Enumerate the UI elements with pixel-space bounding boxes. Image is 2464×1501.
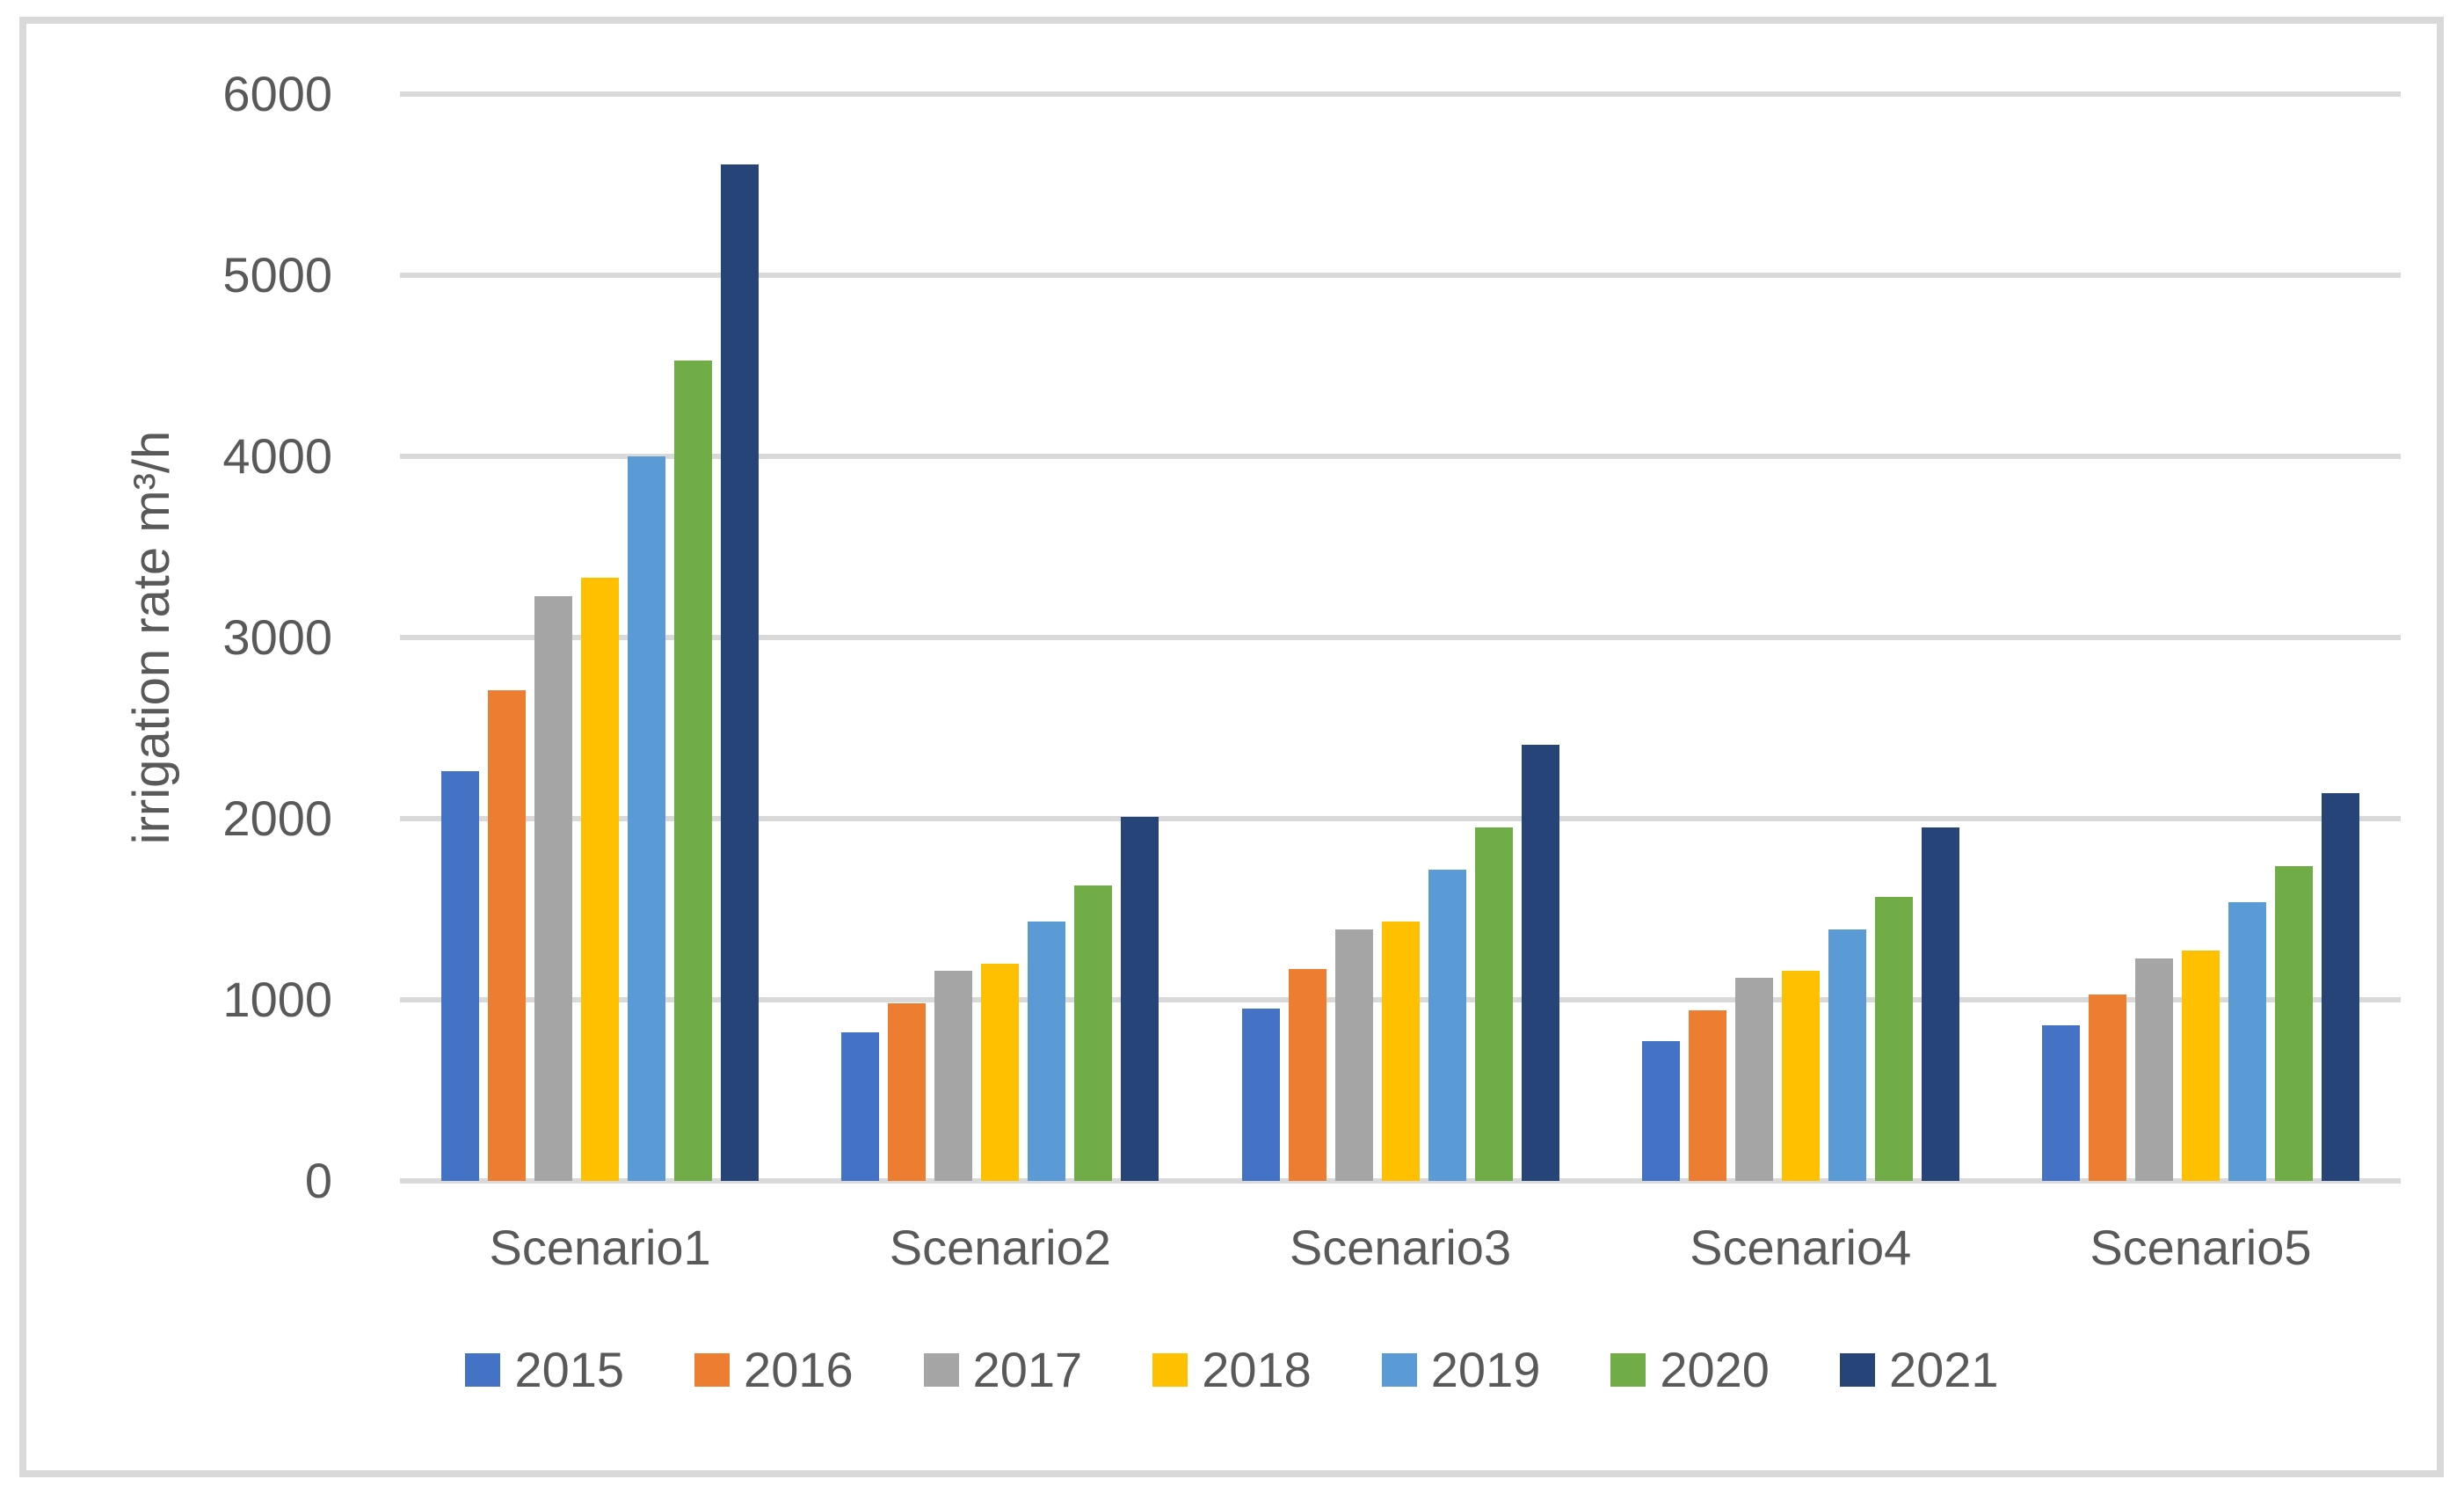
bar-2019-scenario2 <box>1028 922 1066 1181</box>
y-tick-label-2000: 2000 <box>222 791 332 846</box>
x-label-scenario4: Scenario4 <box>1690 1220 1912 1275</box>
bar-2017-scenario3 <box>1334 929 1373 1181</box>
bar-2015-scenario4 <box>1641 1041 1680 1181</box>
y-tick-label-3000: 3000 <box>222 609 332 665</box>
bar-2020-scenario1 <box>674 360 713 1181</box>
legend-marker-icon <box>1152 1353 1188 1387</box>
gridline-5000 <box>400 273 2401 278</box>
bar-2015-scenario2 <box>841 1032 880 1181</box>
bar-2016-scenario5 <box>2088 994 2126 1181</box>
legend-label: 2021 <box>1888 1342 1999 1397</box>
x-label-scenario5: Scenario5 <box>2090 1220 2312 1275</box>
bar-2021-scenario1 <box>721 164 760 1181</box>
bar-2015-scenario1 <box>441 771 480 1181</box>
x-label-scenario2: Scenario2 <box>889 1220 1111 1275</box>
bar-2019-scenario5 <box>2228 901 2266 1181</box>
x-label-scenario1: Scenario1 <box>489 1220 711 1275</box>
bar-2015-scenario3 <box>1241 1009 1280 1181</box>
bar-2020-scenario2 <box>1074 885 1113 1181</box>
legend-item-2019: 2019 <box>1381 1342 1541 1397</box>
gridline-2000 <box>400 816 2401 821</box>
legend: 2015 2016 2017 2018 2019 2020 2021 <box>0 1345 2464 1395</box>
bar-2020-scenario5 <box>2274 865 2313 1181</box>
gridline-6000 <box>400 91 2401 97</box>
legend-marker-icon <box>1381 1353 1417 1387</box>
bar-2017-scenario5 <box>2134 958 2173 1181</box>
bar-2019-scenario4 <box>1828 929 1866 1181</box>
legend-label: 2016 <box>744 1342 854 1397</box>
bar-2017-scenario1 <box>534 595 573 1181</box>
legend-item-2017: 2017 <box>923 1342 1083 1397</box>
y-tick-label-1000: 1000 <box>222 972 332 1027</box>
bar-group-scenario4 <box>1601 94 2001 1181</box>
bar-2015-scenario5 <box>2041 1024 2080 1181</box>
bar-2019-scenario1 <box>628 456 666 1181</box>
legend-item-2020: 2020 <box>1610 1345 1770 1395</box>
bar-2016-scenario2 <box>888 1003 927 1181</box>
bar-2020-scenario3 <box>1474 827 1513 1181</box>
bar-2018-scenario1 <box>581 578 620 1181</box>
bar-2019-scenario3 <box>1428 869 1466 1181</box>
y-axis-tick-labels: 6000 5000 4000 3000 2000 1000 0 <box>0 69 364 1206</box>
y-tick-label-5000: 5000 <box>222 247 332 302</box>
legend-label: 2017 <box>972 1342 1083 1397</box>
gridline-4000 <box>400 454 2401 459</box>
legend-marker-icon <box>1610 1353 1646 1387</box>
bar-2021-scenario3 <box>1521 744 1559 1181</box>
bar-groups <box>400 94 2401 1181</box>
legend-marker-icon <box>923 1353 959 1387</box>
legend-marker-icon <box>1839 1353 1875 1387</box>
legend-label: 2020 <box>1660 1342 1770 1397</box>
bar-2017-scenario4 <box>1734 978 1773 1181</box>
y-tick-label-0: 0 <box>304 1153 332 1208</box>
bar-group-scenario5 <box>2001 94 2401 1181</box>
bar-group-scenario2 <box>800 94 1200 1181</box>
legend-label: 2019 <box>1430 1342 1541 1397</box>
bar-2018-scenario2 <box>981 963 1020 1181</box>
legend-label: 2015 <box>514 1342 625 1397</box>
bar-2021-scenario2 <box>1121 816 1159 1181</box>
bar-group-scenario1 <box>400 94 800 1181</box>
gridline-0 <box>400 1178 2401 1184</box>
x-axis-category-labels: Scenario1 Scenario2 Scenario3 Scenario4 Scen… <box>400 1220 2401 1275</box>
bar-2018-scenario5 <box>2181 951 2220 1181</box>
legend-marker-icon <box>694 1353 730 1387</box>
legend-item-2018: 2018 <box>1152 1345 1312 1395</box>
bar-2017-scenario2 <box>934 971 973 1181</box>
bar-2020-scenario4 <box>1874 896 1913 1181</box>
legend-item-2016: 2016 <box>694 1345 854 1395</box>
bar-2016-scenario4 <box>1688 1010 1726 1181</box>
legend-item-2015: 2015 <box>465 1345 624 1395</box>
gridline-3000 <box>400 635 2401 640</box>
bar-2018-scenario4 <box>1781 971 1820 1181</box>
bar-2018-scenario3 <box>1381 922 1420 1181</box>
legend-label: 2018 <box>1202 1342 1312 1397</box>
y-tick-label-4000: 4000 <box>222 428 332 484</box>
legend-marker-icon <box>465 1353 501 1387</box>
bar-2016-scenario3 <box>1288 968 1326 1181</box>
bar-2021-scenario5 <box>2321 793 2359 1181</box>
bar-group-scenario3 <box>1200 94 1600 1181</box>
plot-area <box>400 91 2401 1184</box>
legend-item-2021: 2021 <box>1839 1342 1999 1397</box>
chart-frame <box>19 17 2444 1477</box>
bar-2016-scenario1 <box>488 689 527 1181</box>
x-label-scenario3: Scenario3 <box>1289 1220 1512 1275</box>
bar-2021-scenario4 <box>1921 827 1959 1181</box>
y-tick-label-6000: 6000 <box>222 66 332 121</box>
